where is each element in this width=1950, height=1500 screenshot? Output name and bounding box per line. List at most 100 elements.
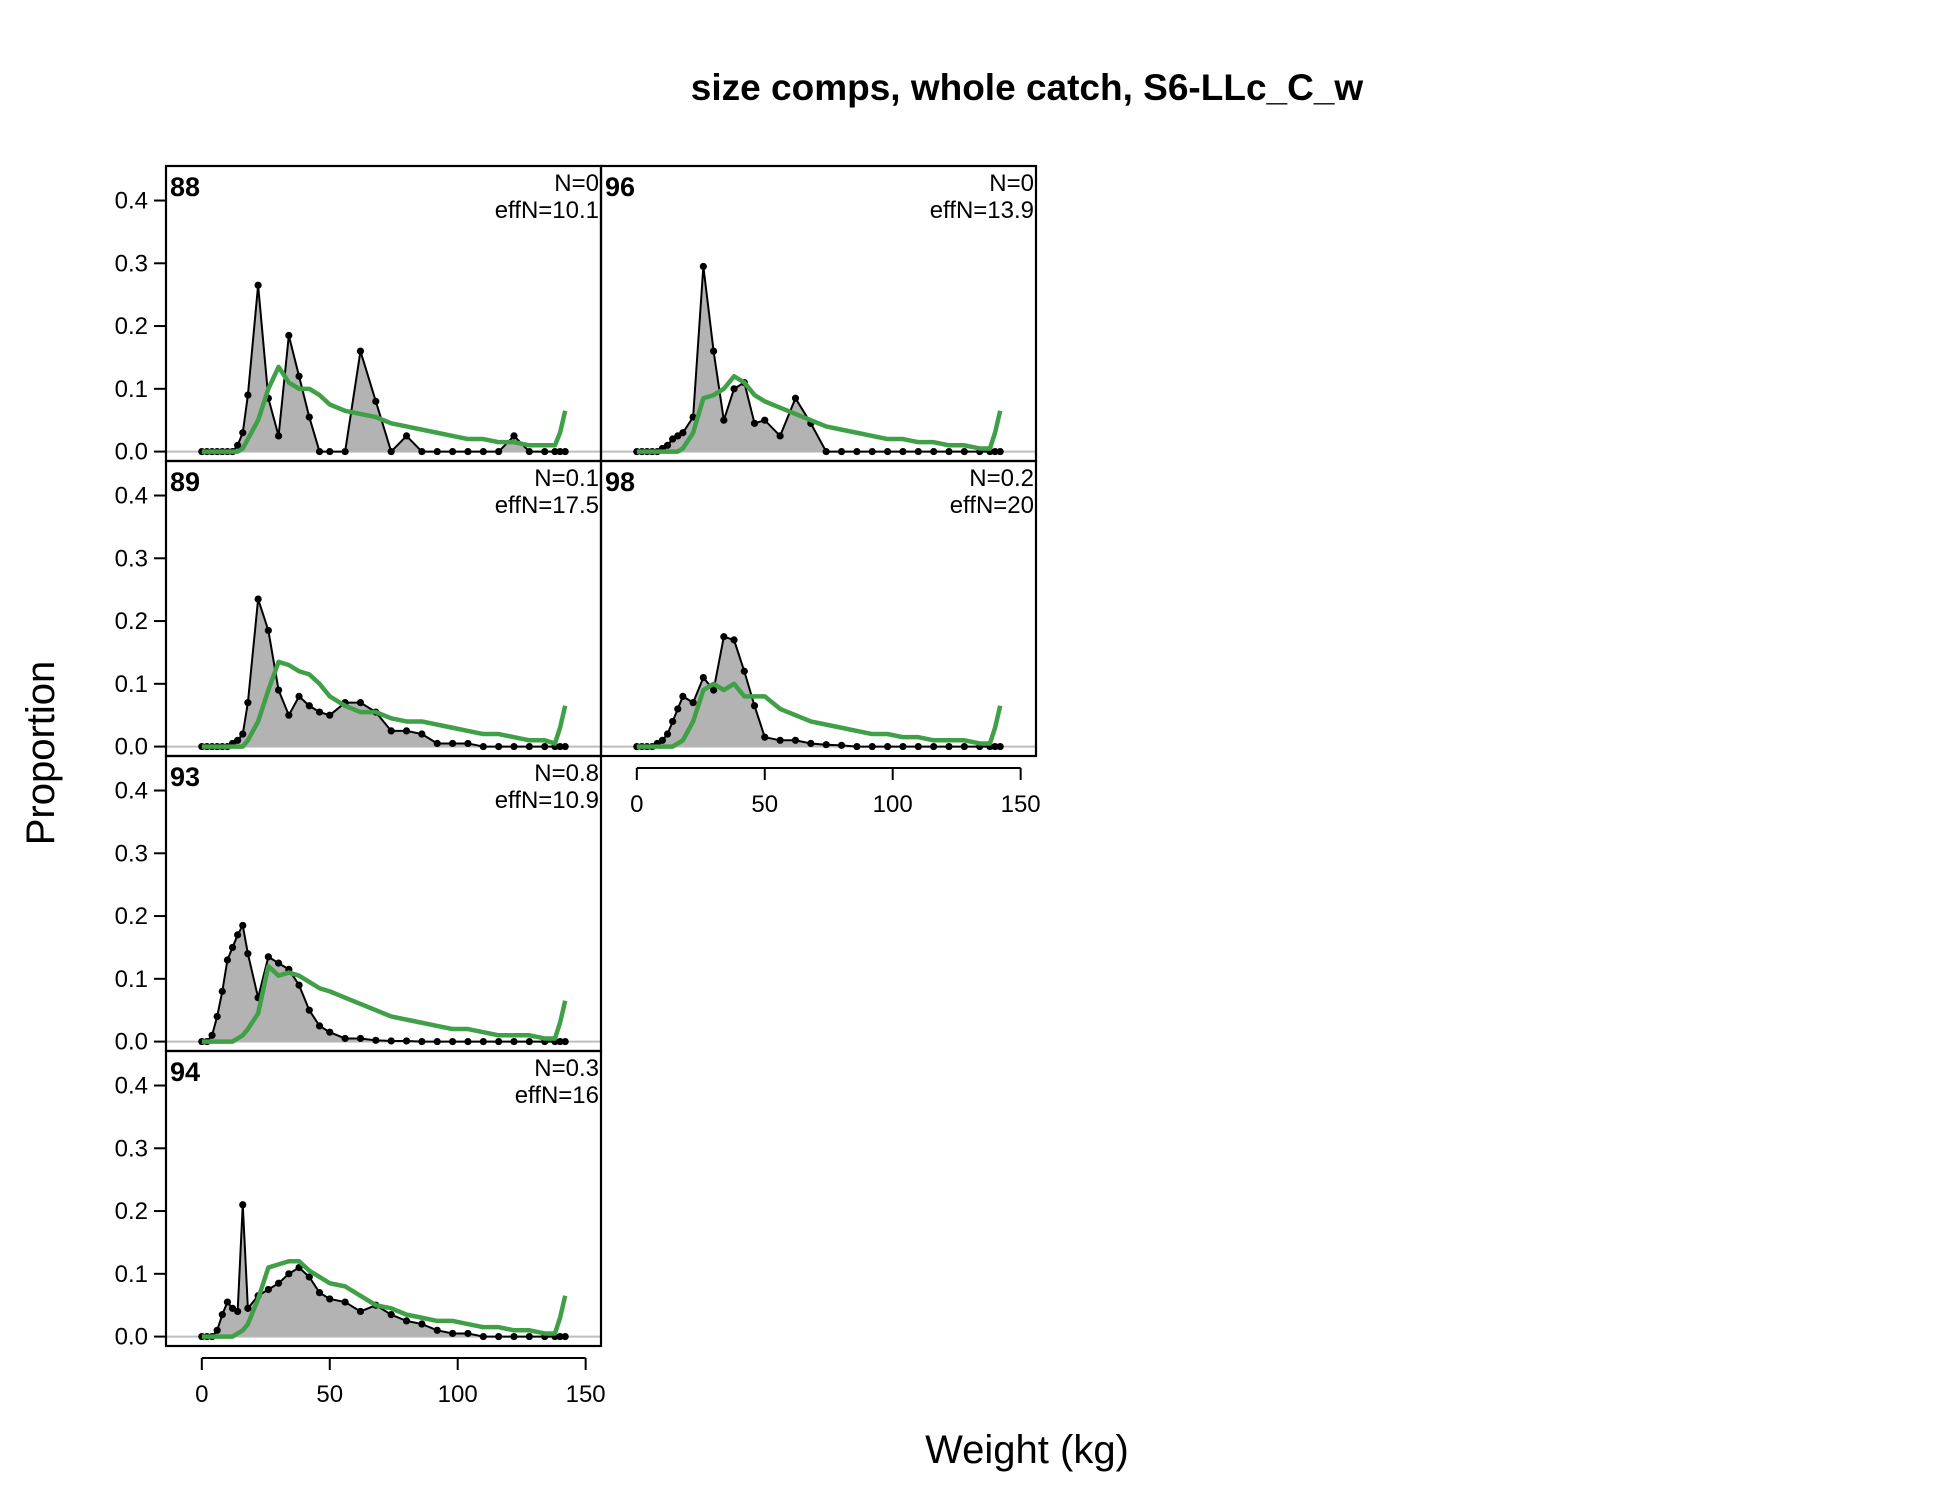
y-tick-label: 0.3	[115, 250, 148, 277]
observed-point	[239, 429, 247, 437]
observed-point	[239, 1201, 247, 1209]
panel-effn-label: effN=17.5	[495, 492, 599, 519]
y-tick-label: 0.1	[115, 671, 148, 698]
observed-point	[244, 950, 252, 958]
observed-point	[853, 742, 861, 751]
observed-point	[674, 705, 682, 713]
observed-point	[464, 1037, 472, 1046]
observed-point	[551, 447, 559, 456]
observed-point	[264, 953, 272, 961]
observed-point	[274, 432, 283, 440]
observed-point	[510, 432, 518, 440]
observed-point	[996, 447, 1004, 456]
x-tick-label: 100	[873, 791, 913, 818]
panel-n-label: N=0	[989, 170, 1034, 197]
observed-point	[479, 742, 487, 751]
observed-point	[561, 447, 569, 456]
observed-point	[899, 742, 907, 751]
observed-point	[254, 595, 262, 603]
observed-point	[807, 739, 815, 748]
x-axis-label: Weight (kg)	[925, 1428, 1129, 1472]
expected-line	[201, 964, 568, 1044]
y-tick-label: 0.2	[115, 313, 148, 340]
observed-point	[525, 447, 533, 456]
observed-point	[285, 711, 293, 719]
observed-point	[464, 447, 472, 456]
observed-point	[223, 1298, 232, 1306]
observed-point	[264, 1285, 272, 1294]
observed-point	[776, 736, 784, 744]
observed-point	[479, 1037, 487, 1046]
x-tick-label: 0	[630, 791, 643, 818]
observed-point	[541, 447, 549, 456]
observed-point	[387, 447, 395, 456]
observed-point	[663, 730, 672, 738]
x-tick-label: 100	[438, 1381, 478, 1408]
observed-point	[776, 432, 784, 440]
x-tick-label: 150	[566, 1381, 606, 1408]
observed-point	[228, 943, 237, 952]
observed-point	[315, 1022, 324, 1030]
observed-point	[709, 347, 718, 355]
observed-point	[495, 742, 503, 751]
panel-n-label: N=0.2	[969, 465, 1034, 492]
observed-point	[254, 281, 262, 289]
observed-point	[510, 1332, 518, 1341]
observed-point	[305, 702, 313, 710]
observed-point	[837, 741, 846, 749]
observed-point	[479, 447, 487, 456]
y-axis-label: Proportion	[19, 661, 63, 846]
observed-point	[295, 692, 303, 700]
y-tick-label: 0.0	[115, 439, 148, 466]
panel-effn-label: effN=13.9	[930, 197, 1034, 224]
observed-point	[387, 727, 395, 735]
observed-point	[669, 717, 677, 726]
expected-line	[636, 374, 1003, 454]
observed-point	[448, 1329, 457, 1338]
observed-point	[822, 447, 830, 456]
observed-point	[761, 733, 769, 741]
observed-point	[234, 931, 242, 939]
observed-point	[510, 1037, 518, 1046]
observed-area	[636, 636, 1001, 747]
expected-line	[636, 681, 1003, 749]
observed-point	[464, 739, 472, 748]
observed-point	[658, 736, 667, 744]
observed-point	[510, 742, 518, 751]
observed-point	[239, 730, 247, 738]
observed-point	[418, 1320, 426, 1328]
observed-point	[372, 397, 380, 405]
observed-point	[837, 447, 846, 456]
observed-point	[239, 921, 247, 930]
observed-point	[561, 742, 569, 751]
observed-point	[264, 626, 272, 635]
observed-point	[479, 1332, 487, 1341]
panel-frame	[599, 459, 1038, 758]
observed-point	[960, 447, 968, 456]
observed-point	[341, 1034, 349, 1043]
panel-effn-label: effN=10.9	[495, 787, 599, 814]
observed-point	[295, 372, 303, 380]
panel-effn-label: effN=20	[950, 492, 1034, 519]
observed-point	[996, 742, 1004, 751]
observed-point	[750, 419, 759, 427]
observed-point	[448, 447, 457, 456]
observed-point	[495, 1332, 503, 1341]
y-tick-label: 0.2	[115, 608, 148, 635]
panel-n-label: N=0	[554, 170, 599, 197]
observed-point	[356, 699, 365, 707]
observed-point	[315, 1289, 324, 1297]
observed-point	[883, 742, 892, 751]
observed-point	[305, 1273, 313, 1281]
x-tick-label: 50	[751, 791, 778, 818]
observed-point	[525, 742, 533, 751]
observed-point	[244, 699, 252, 707]
observed-point	[418, 1037, 426, 1046]
observed-point	[991, 447, 999, 456]
observed-point	[556, 1332, 564, 1341]
y-tick-label: 0.0	[115, 734, 148, 761]
y-tick-label: 0.1	[115, 376, 148, 403]
